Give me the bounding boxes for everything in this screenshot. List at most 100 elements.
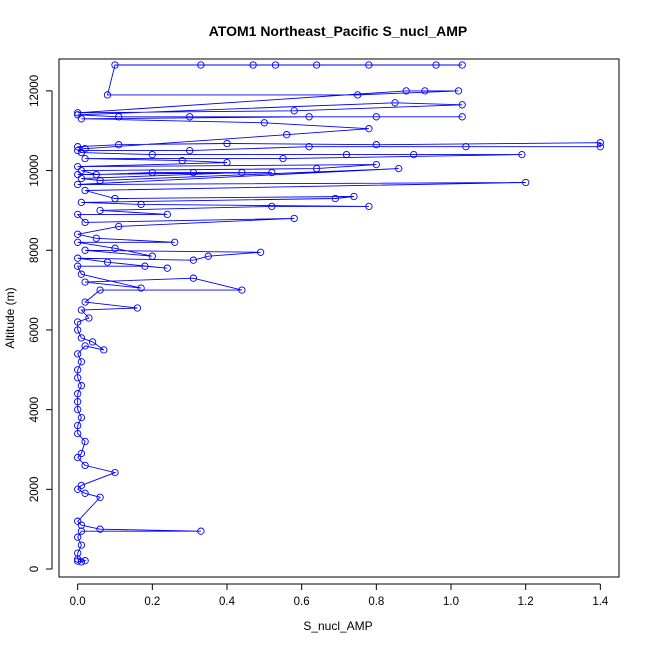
data-point bbox=[74, 517, 82, 525]
data-point bbox=[74, 405, 82, 414]
data-point bbox=[148, 252, 156, 260]
data-point bbox=[81, 154, 89, 163]
data-point bbox=[305, 113, 313, 121]
data-point bbox=[96, 206, 104, 215]
data-point bbox=[365, 125, 373, 133]
data-point bbox=[111, 468, 119, 477]
data-point bbox=[81, 186, 89, 195]
data-point bbox=[74, 111, 82, 119]
data-point bbox=[171, 238, 179, 246]
data-point bbox=[365, 202, 373, 211]
data-point bbox=[74, 143, 82, 151]
data-point bbox=[85, 314, 93, 322]
data-point bbox=[81, 342, 89, 350]
y-tick-label: 0 bbox=[29, 566, 41, 572]
data-point bbox=[74, 366, 82, 374]
data-point bbox=[186, 113, 194, 121]
data-point bbox=[402, 87, 410, 95]
y-tick-label: 8000 bbox=[29, 237, 41, 263]
x-tick-label: 1.4 bbox=[592, 596, 609, 608]
data-point bbox=[74, 170, 82, 179]
data-point bbox=[74, 374, 82, 382]
data-point bbox=[74, 180, 82, 189]
data-point bbox=[522, 178, 530, 187]
data-point bbox=[268, 202, 276, 211]
data-point bbox=[74, 254, 82, 262]
y-tick-label: 4000 bbox=[29, 397, 41, 423]
data-point bbox=[115, 141, 123, 149]
data-point bbox=[74, 485, 82, 493]
data-point bbox=[186, 146, 194, 155]
data-point bbox=[77, 481, 86, 490]
data-point bbox=[462, 143, 470, 151]
data-point bbox=[189, 256, 198, 264]
data-point bbox=[111, 194, 119, 203]
data-point bbox=[290, 214, 298, 223]
data-point bbox=[163, 264, 171, 272]
data-point bbox=[596, 143, 604, 151]
y-axis-label: Altitude (m) bbox=[3, 287, 17, 348]
data-point bbox=[77, 198, 86, 207]
x-tick-label: 0.0 bbox=[70, 596, 86, 608]
y-tick-label: 12000 bbox=[29, 75, 41, 107]
data-point bbox=[103, 258, 112, 266]
data-point bbox=[115, 113, 123, 121]
data-point bbox=[189, 274, 198, 282]
data-point bbox=[96, 525, 104, 533]
data-point bbox=[74, 146, 82, 155]
x-tick-label: 0.4 bbox=[219, 596, 236, 608]
data-point bbox=[92, 170, 100, 179]
data-point bbox=[268, 168, 276, 177]
data-point bbox=[283, 131, 291, 139]
data-point bbox=[354, 91, 362, 99]
data-point bbox=[331, 194, 339, 203]
data-point bbox=[133, 304, 142, 312]
data-point bbox=[238, 168, 246, 177]
data-point bbox=[74, 429, 82, 438]
data-point bbox=[458, 61, 466, 69]
data-point bbox=[223, 139, 231, 148]
data-point bbox=[74, 162, 82, 171]
data-point bbox=[249, 61, 257, 69]
data-point bbox=[350, 192, 358, 201]
data-point bbox=[81, 557, 89, 565]
y-tick-label: 10000 bbox=[29, 155, 41, 187]
data-point bbox=[77, 413, 86, 422]
data-point bbox=[178, 156, 186, 165]
data-point bbox=[137, 200, 145, 209]
y-axis: 0 2000 4000 6000 8000 10000 12000 bbox=[29, 75, 53, 572]
data-point bbox=[74, 230, 82, 238]
data-point bbox=[74, 326, 82, 334]
data-point bbox=[312, 61, 321, 69]
data-point bbox=[103, 91, 112, 99]
data-point bbox=[421, 87, 429, 95]
data-point bbox=[81, 145, 89, 153]
data-point bbox=[372, 113, 380, 121]
data-point bbox=[189, 168, 198, 177]
data-point bbox=[88, 338, 97, 346]
data-point bbox=[81, 461, 89, 470]
y-tick-label: 6000 bbox=[29, 317, 41, 343]
data-point bbox=[137, 284, 145, 292]
data-point bbox=[148, 168, 156, 177]
data-point bbox=[197, 527, 205, 535]
data-point bbox=[290, 107, 298, 115]
data-point bbox=[81, 278, 89, 286]
data-point bbox=[77, 521, 86, 529]
data-point bbox=[77, 166, 86, 175]
data-point bbox=[111, 244, 119, 252]
data-point bbox=[77, 270, 86, 278]
data-point bbox=[432, 61, 440, 69]
data-point bbox=[74, 533, 82, 541]
data-point bbox=[458, 101, 466, 109]
data-point bbox=[372, 141, 380, 149]
data-point bbox=[256, 248, 265, 256]
data-point bbox=[74, 390, 82, 398]
data-point bbox=[74, 262, 82, 270]
data-point bbox=[77, 306, 86, 314]
series-line bbox=[76, 64, 601, 563]
data-point bbox=[391, 99, 399, 107]
data-point bbox=[260, 119, 268, 127]
data-point bbox=[148, 150, 156, 159]
